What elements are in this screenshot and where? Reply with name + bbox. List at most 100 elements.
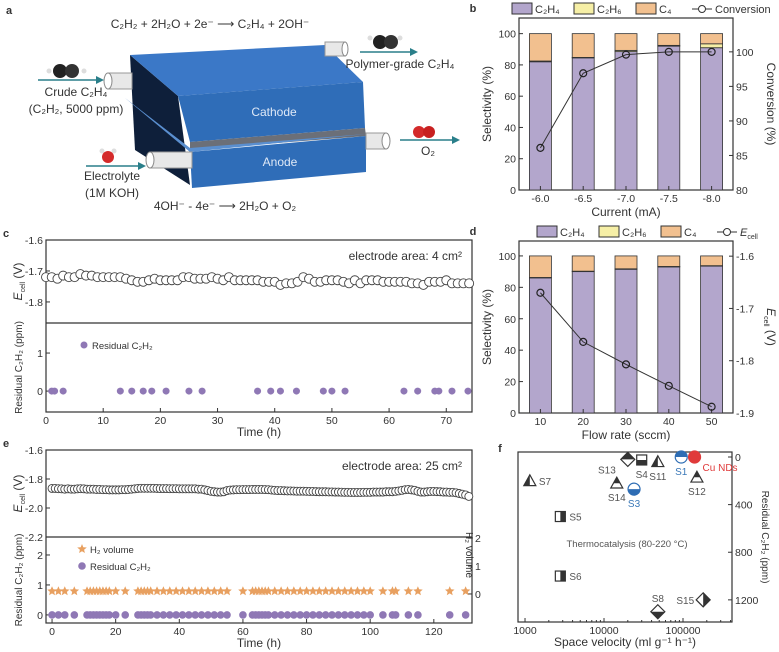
line-point-b	[621, 50, 631, 59]
y-axis-d-tick-label: 20	[504, 377, 516, 389]
residual-point	[334, 611, 343, 619]
h2-volume-point	[171, 586, 181, 596]
h2-volume-point	[152, 586, 162, 596]
label-main: E	[11, 503, 25, 512]
y-axis-b-tick-label: 80	[504, 60, 516, 72]
x-axis-c-tick-label: 20	[155, 415, 167, 427]
point-label: S11	[649, 472, 666, 483]
line-point-b	[536, 143, 545, 152]
h2-volume-point	[60, 586, 70, 596]
h2-volume-point	[301, 586, 312, 596]
residual-point	[276, 387, 284, 395]
y-axis-right-d-tick-label: -1.6	[736, 251, 754, 263]
point-label: S14	[608, 493, 626, 504]
point-label: S3	[628, 499, 641, 510]
line-point-b	[707, 47, 716, 56]
point-label: S1	[675, 467, 688, 478]
y-axis-lower-c-tick-label: 0	[37, 386, 43, 398]
h2-volume-point	[276, 586, 286, 596]
y-axis-upper-e-tick-label: -1.8	[25, 474, 43, 486]
y-axis-right-b-tick-label: 85	[736, 150, 748, 162]
legend-swatch-2	[635, 2, 657, 15]
residual-point	[60, 611, 69, 619]
residual-point	[254, 387, 262, 395]
legend-label: C₄	[659, 4, 672, 16]
y-axis-d-tick-label: 40	[504, 345, 516, 357]
y-axis-right-label-d: Ecell (V)	[762, 308, 778, 346]
h2-volume-point	[238, 586, 248, 596]
x-axis-b-tick-label: -7.0	[617, 193, 635, 205]
y-axis-right-b-tick-label: 80	[736, 185, 748, 197]
h2-volume-point	[320, 586, 331, 596]
y-axis-label-f: Residual C₂H₂ (ppm)	[759, 491, 770, 584]
h2-volume-point	[263, 586, 274, 596]
line-point-d	[579, 337, 588, 346]
x-axis-label-f: Space velocity (ml g⁻¹ h⁻¹)	[554, 635, 696, 649]
bar-b-0	[529, 61, 552, 191]
residual-point	[210, 611, 219, 619]
h2-volume-point	[333, 586, 344, 596]
legend-swatch-0	[536, 225, 558, 238]
x-axis-label-c: Time (h)	[237, 425, 281, 439]
label-rest: (V)	[11, 263, 25, 282]
legend-label: Ecell	[740, 227, 758, 241]
residual-point	[198, 387, 206, 395]
residual-point	[404, 611, 413, 619]
point-label: S6	[569, 572, 582, 583]
y-axis-upper-e-tick-label: -1.6	[25, 445, 43, 457]
y-axis-right-d-tick-label: -1.7	[736, 303, 754, 315]
x-axis-label-d: Flow rate (sccm)	[582, 428, 671, 442]
y-axis-lower-e-tick-label: 2	[37, 550, 43, 562]
residual-point	[414, 387, 422, 395]
panel-letter-e: e	[3, 438, 9, 450]
y-axis-lower-right-e-tick-label: 1	[475, 561, 481, 573]
bar-b-2	[529, 33, 552, 62]
h2-volume-point	[69, 586, 80, 596]
annotation-e: electrode area: 25 cm²	[342, 459, 462, 473]
residual-point	[128, 387, 136, 395]
bar-d-0	[700, 265, 723, 414]
line-d	[540, 292, 712, 408]
point-label: S15	[676, 596, 694, 607]
residual-point	[341, 387, 349, 395]
legend-label: C₂H₄	[535, 4, 560, 16]
residual-point	[264, 611, 273, 619]
y-axis-right-label-b: Conversion (%)	[764, 63, 778, 146]
circle-marker-fill	[628, 489, 641, 496]
label-subscript: cell	[20, 493, 27, 504]
inlet-gas-label: Crude C₂H₄	[45, 85, 108, 99]
legend-label: C₂H₆	[622, 227, 647, 239]
panel-letter-d: d	[470, 226, 477, 238]
line-b	[539, 51, 712, 149]
residual-point	[172, 611, 180, 619]
label-main: E	[740, 227, 748, 239]
residual-point	[340, 611, 349, 619]
arrow-oxygen	[400, 136, 460, 144]
residual-point	[448, 387, 456, 395]
y-axis-lower-right-label-e: H₂ volume	[463, 532, 474, 579]
bar-d-2	[614, 255, 638, 270]
panel-letter-a: a	[6, 5, 13, 17]
h2-volume-point	[365, 586, 375, 596]
plot-frame-c	[45, 239, 473, 413]
residual-point	[204, 611, 212, 619]
h2-volume-point	[390, 586, 401, 596]
h2-volume-point	[120, 586, 130, 596]
bar-d-2	[657, 255, 681, 267]
legend-swatch-0	[511, 2, 533, 15]
h2-volume-point	[145, 586, 156, 596]
y-axis-label-b: Selectivity (%)	[480, 66, 494, 142]
x-axis-e-tick-label: 0	[49, 626, 55, 638]
marker-cu-nds	[687, 450, 702, 464]
x-axis-d-tick-label: 50	[706, 416, 718, 428]
residual-point	[321, 611, 330, 619]
h2-volume-point	[177, 586, 188, 596]
residual-point	[267, 387, 275, 395]
legend-swatch-2	[660, 225, 682, 238]
legend-label: Conversion	[715, 4, 771, 16]
residual-point	[277, 611, 285, 619]
y-axis-b-tick-label: 40	[504, 122, 516, 134]
anode-reaction: 4OH⁻ - 4e⁻ ⟶ 2H₂O + O₂	[154, 199, 297, 213]
residual-point	[70, 611, 79, 619]
x-axis-b-tick-label: -6.5	[574, 193, 592, 205]
